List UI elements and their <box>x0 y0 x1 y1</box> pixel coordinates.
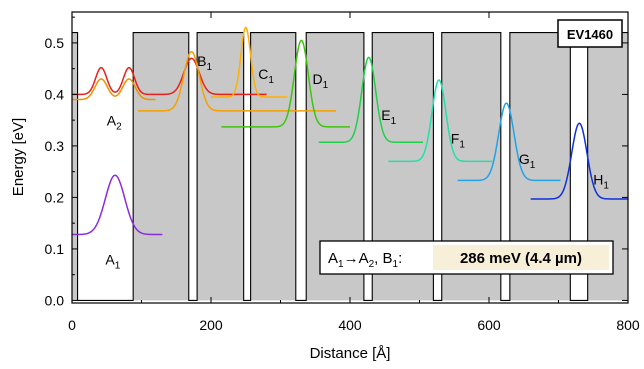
x-tick-label-600: 600 <box>477 317 501 333</box>
y-tick-label-0.3: 0.3 <box>45 138 65 154</box>
state-label-letter: B <box>197 53 206 69</box>
state-label-subscript: 1 <box>268 75 274 86</box>
state-label-C1: C1 <box>258 66 274 86</box>
band-edge-line <box>72 32 628 301</box>
sample-label-box: EV1460 <box>557 19 623 48</box>
state-label-letter: E <box>381 107 390 123</box>
state-label-letter: F <box>451 130 460 146</box>
annotation-mid-sub: 2 <box>369 259 375 270</box>
state-label-G1: G1 <box>519 151 536 171</box>
x-tick-label-800: 800 <box>616 317 640 333</box>
state-label-subscript: 1 <box>323 80 329 91</box>
wavefunction-A2-1 <box>72 66 156 96</box>
state-label-F1: F1 <box>451 130 466 150</box>
axis-ticks: 0 200 400 600 800 0.0 0.1 0.2 0.3 0.4 0.5 <box>45 12 640 333</box>
state-label-letter: H <box>593 172 603 188</box>
x-tick-label-400: 400 <box>338 317 362 333</box>
y-axis-label: Energy [eV] <box>10 118 27 196</box>
barrier-2 <box>197 32 244 301</box>
wavefunction-E1-7 <box>318 56 423 144</box>
annotation-start-label: A <box>328 250 338 267</box>
wavefunction-D1-6 <box>221 39 350 128</box>
state-label-letter: G <box>519 151 530 167</box>
wavefunction-C1-5 <box>211 26 288 98</box>
wavefunction-F1-8 <box>388 79 493 163</box>
barrier-0 <box>72 32 78 301</box>
state-label-subscript: 1 <box>603 181 609 192</box>
state-label-letter: A <box>107 112 117 128</box>
wavefunction-G1-9 <box>457 102 561 182</box>
state-label-subscript: 1 <box>115 260 121 271</box>
annotation-colon: : <box>398 250 402 267</box>
barrier-1 <box>133 32 189 301</box>
annotation-separator: , <box>374 250 382 267</box>
transition-annotation: A1→A2, B1: 286 meV (4.4 µm) <box>319 240 614 275</box>
state-label-H1: H1 <box>593 172 609 192</box>
y-tick-label-0: 0.0 <box>45 292 65 308</box>
wavefunction-aux-2 <box>72 78 156 101</box>
annotation-transition: A1→A2, B1: <box>328 250 402 270</box>
annotation-end-sub: 1 <box>393 259 399 270</box>
state-label-subscript: 1 <box>530 160 536 171</box>
annotation-value-background <box>433 245 609 270</box>
wavefunction-curves <box>72 26 628 236</box>
y-tick-label-0.4: 0.4 <box>45 86 65 102</box>
state-label-letter: D <box>312 71 322 87</box>
state-label-letter: C <box>258 66 268 82</box>
state-label-A2: A2 <box>107 112 122 132</box>
wavefunction-H1-10 <box>530 122 628 200</box>
state-label-D1: D1 <box>312 71 328 91</box>
state-label-A1: A1 <box>105 251 120 271</box>
state-label-B1: B1 <box>197 53 212 73</box>
state-label-subscript: 1 <box>459 139 465 150</box>
wavefunction-B1-3 <box>155 57 267 96</box>
annotation-mid-label: A <box>359 250 369 267</box>
state-label-subscript: 2 <box>116 121 122 132</box>
wavefunction-aux-4 <box>138 50 337 112</box>
annotation-start-sub: 1 <box>338 259 344 270</box>
annotation-value: 286 meV (4.4 µm) <box>460 250 582 267</box>
x-axis-label: Distance [Å] <box>310 345 391 362</box>
y-tick-label-0.1: 0.1 <box>45 241 65 257</box>
state-label-letter: A <box>105 251 115 267</box>
y-tick-label-0.5: 0.5 <box>45 35 65 51</box>
barrier-3 <box>250 32 296 301</box>
wavefunction-A1-0 <box>72 174 163 236</box>
sample-label: EV1460 <box>567 27 613 42</box>
y-tick-label-0.2: 0.2 <box>45 189 65 205</box>
x-tick-label-200: 200 <box>199 317 223 333</box>
state-label-subscript: 1 <box>206 62 212 73</box>
state-label-subscript: 1 <box>391 116 397 127</box>
x-tick-label-0: 0 <box>68 317 76 333</box>
annotation-end-label: B <box>383 250 393 267</box>
annotation-arrow: → <box>344 250 359 267</box>
state-label-E1: E1 <box>381 107 396 127</box>
